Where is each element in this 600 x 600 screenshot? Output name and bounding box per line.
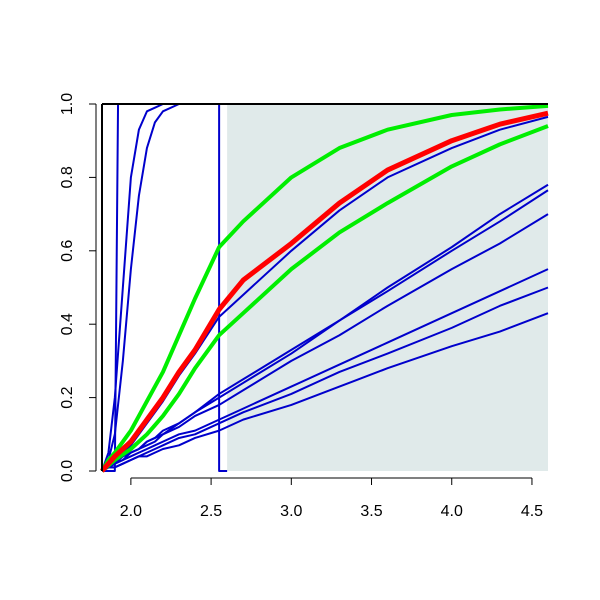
y-tick-label: 0.4: [59, 313, 76, 335]
y-tick-label: 0.2: [59, 386, 76, 408]
x-tick-label: 4.5: [521, 503, 543, 520]
y-tick-label: 0.6: [59, 240, 76, 262]
cdf-line: [101, 312, 549, 472]
axes-layer: 0.0 0.2 0.4 0.6 0.8 1.0 2.0 2.5 3.0 3.5 4.0 4.5: [59, 93, 548, 520]
cdf-line: [100, 110, 549, 473]
x-tick-label: 2.0: [120, 503, 142, 520]
y-tick-label: 1.0: [59, 93, 76, 115]
y-tick-label: 0.8: [59, 166, 76, 188]
x-tick-label: 4.0: [441, 503, 463, 520]
cdf-line: [100, 124, 549, 473]
cdf-line: [100, 103, 549, 473]
x-tick-label: 3.0: [280, 503, 302, 520]
x-tick-label: 2.5: [200, 503, 222, 520]
y-tick-label: 0.0: [59, 460, 76, 482]
x-tick-label: 3.5: [360, 503, 382, 520]
cdf-line: [101, 268, 549, 472]
